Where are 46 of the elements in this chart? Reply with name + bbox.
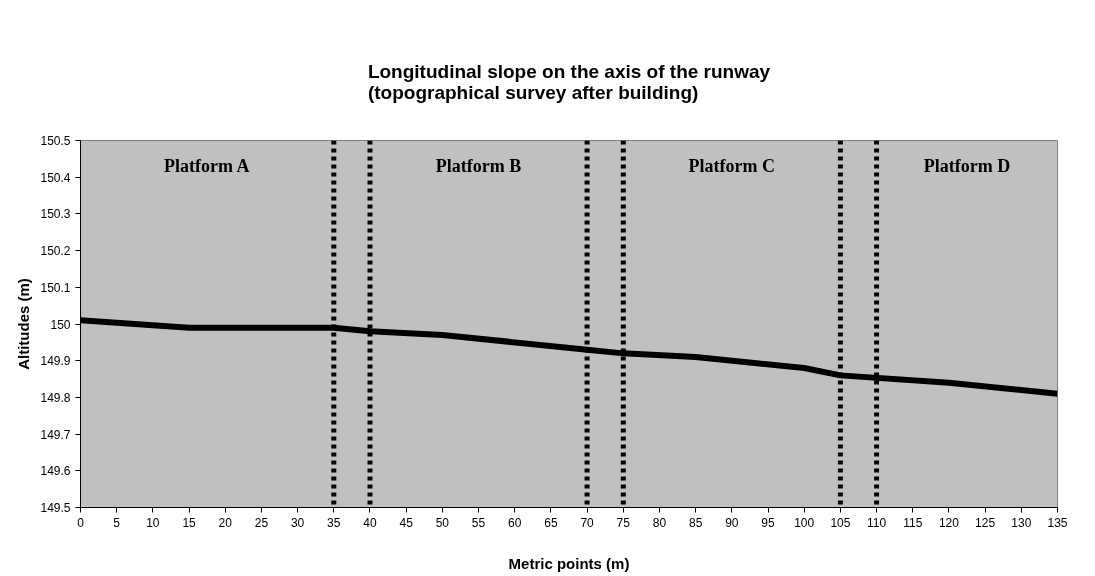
x-axis-title: Metric points (m) xyxy=(508,554,630,572)
x-tick-label: 120 xyxy=(938,515,960,530)
y-axis-title: Altitudes (m) xyxy=(15,278,33,370)
x-tick-label: 25 xyxy=(254,515,269,530)
annotation: Platform A xyxy=(163,155,250,176)
x-tick-label: 85 xyxy=(688,515,703,530)
x-tick-label: 50 xyxy=(435,515,450,530)
annotation: Platform B xyxy=(435,155,522,176)
x-tick-label: 60 xyxy=(508,515,522,530)
y-tick-label: 150.1 xyxy=(40,280,71,295)
chart-title: Longitudinal slope on the axis of the runway (topographical survey after building) xyxy=(367,61,771,103)
x-tick-label: 20 xyxy=(218,515,233,530)
x-tick-label: 125 xyxy=(975,515,996,530)
y-tick-label: 149.8 xyxy=(40,390,71,405)
x-tick-label: 40 xyxy=(363,515,377,530)
x-tick-label: 75 xyxy=(616,515,631,530)
y-tick-label: 150 xyxy=(50,317,71,332)
x-tick-label: 70 xyxy=(580,515,595,530)
x-tick-label: 35 xyxy=(327,515,341,530)
x-tick-label: 130 xyxy=(1011,515,1032,530)
x-tick-label: 100 xyxy=(794,515,815,530)
annotation: Platform C xyxy=(688,155,776,176)
x-tick-label: 90 xyxy=(725,515,739,530)
y-tick-label: 150.5 xyxy=(40,134,71,148)
x-tick-label: 80 xyxy=(652,515,667,530)
x-tick-label: 135 xyxy=(1047,515,1068,530)
x-tick-label: 30 xyxy=(290,515,305,530)
x-tick-label: 110 xyxy=(867,515,887,530)
annotation: Platform D xyxy=(923,155,1011,176)
x-tick-label: 10 xyxy=(146,515,160,530)
y-tick-label: 150.3 xyxy=(40,207,71,222)
y-tick-label: 150.4 xyxy=(40,170,71,185)
x-tick-label: 55 xyxy=(471,515,486,530)
y-tick-label: 149.7 xyxy=(40,427,71,442)
y-tick-label: 149.9 xyxy=(40,354,71,369)
y-tick-label: 149.6 xyxy=(40,464,71,479)
x-tick-label: 5 xyxy=(113,515,121,530)
x-tick-label: 45 xyxy=(399,515,414,530)
y-tick-label: 149.5 xyxy=(40,501,71,515)
x-tick-label: 105 xyxy=(830,515,851,530)
x-tick-label: 15 xyxy=(182,515,197,530)
x-tick-label: 65 xyxy=(544,515,558,530)
x-tick-label: 95 xyxy=(761,515,776,530)
y-tick-label: 150.2 xyxy=(40,244,71,259)
x-tick-label: 0 xyxy=(77,515,85,530)
x-tick-label: 115 xyxy=(903,515,923,530)
